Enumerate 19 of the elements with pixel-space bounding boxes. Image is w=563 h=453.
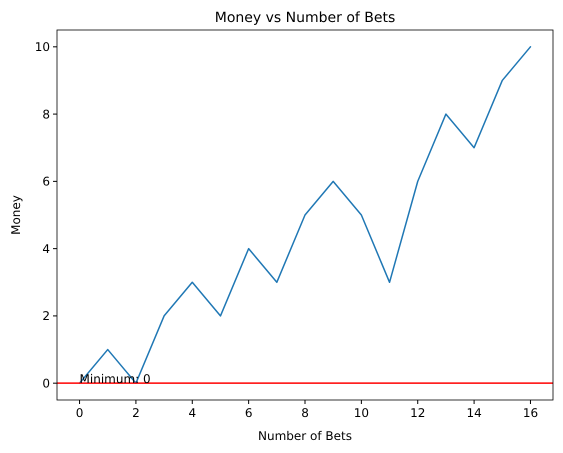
y-tick-label: 6 [42, 174, 50, 189]
chart-title: Money vs Number of Bets [214, 10, 396, 26]
x-tick-label: 8 [301, 406, 309, 420]
x-tick-label: 0 [76, 406, 84, 420]
x-tick-label: 6 [244, 406, 252, 420]
x-tick-label: 10 [354, 406, 370, 420]
y-tick-label: 2 [42, 309, 50, 324]
y-tick-label: 0 [42, 376, 50, 390]
y-tick-label: 10 [34, 40, 50, 54]
y-tick-label: 4 [42, 242, 50, 256]
y-axis-title: Money [9, 195, 23, 235]
x-tick-label: 12 [410, 406, 426, 420]
x-tick-label: 14 [466, 406, 482, 420]
x-axis-title: Number of Bets [258, 429, 352, 443]
x-tick-label: 2 [132, 406, 140, 420]
y-tick-label: 8 [42, 107, 50, 122]
line-series [78, 46, 532, 384]
x-tick-label: 16 [522, 406, 538, 420]
x-tick-label: 4 [188, 406, 196, 420]
